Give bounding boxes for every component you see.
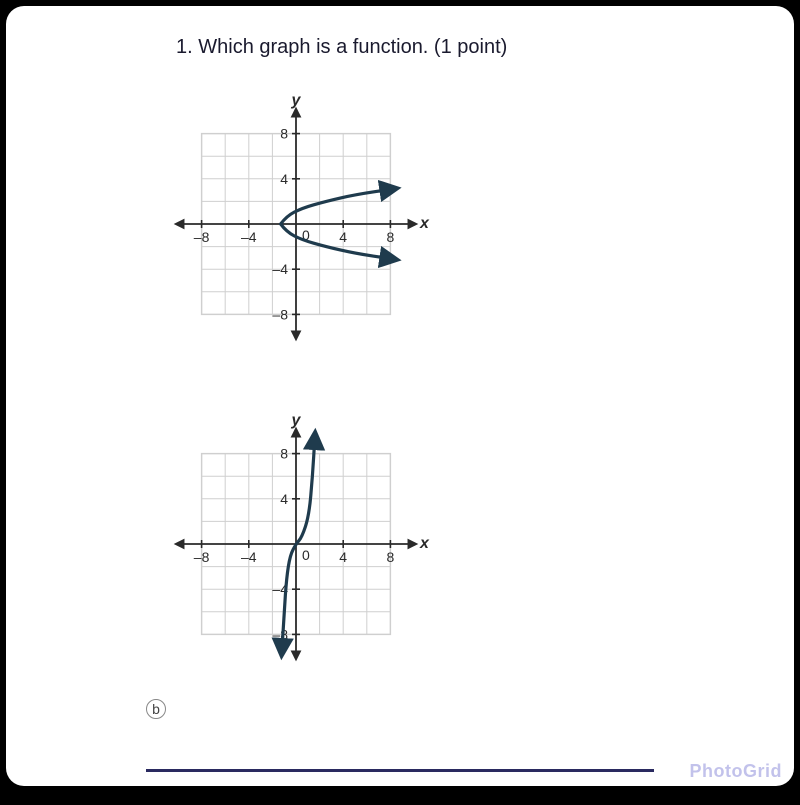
question-number: 1. (176, 36, 193, 58)
svg-text:4: 4 (339, 229, 347, 245)
svg-text:–8: –8 (194, 229, 210, 245)
svg-text:0: 0 (302, 547, 310, 563)
svg-text:y: y (291, 412, 302, 429)
graph-b-container: –8–448–8–4480xy (146, 399, 754, 689)
svg-text:4: 4 (280, 171, 288, 187)
svg-text:4: 4 (280, 491, 288, 507)
svg-text:–4: –4 (272, 261, 288, 277)
svg-text:8: 8 (387, 549, 395, 565)
svg-text:8: 8 (280, 446, 288, 462)
svg-text:–4: –4 (241, 229, 257, 245)
option-b-letter: b (146, 699, 166, 719)
question-body: Which graph is a function. (1 point) (198, 36, 507, 58)
question-text: 1. Which graph is a function. (1 point) (176, 36, 754, 59)
svg-text:–8: –8 (272, 306, 288, 322)
svg-text:x: x (419, 535, 430, 552)
svg-text:–4: –4 (241, 549, 257, 565)
svg-text:–8: –8 (272, 626, 288, 642)
svg-text:–8: –8 (194, 549, 210, 565)
svg-text:8: 8 (280, 126, 288, 142)
option-b-label: b (146, 699, 754, 719)
graph-a-container: –8–448–8–4480xy (146, 79, 754, 369)
svg-text:y: y (291, 92, 302, 109)
svg-text:4: 4 (339, 549, 347, 565)
svg-text:8: 8 (387, 229, 395, 245)
watermark-text: PhotoGrid (690, 761, 783, 782)
graph-a: –8–448–8–4480xy (146, 79, 446, 369)
divider-line (146, 769, 654, 772)
svg-text:x: x (419, 215, 430, 232)
graph-b: –8–448–8–4480xy (146, 399, 446, 689)
